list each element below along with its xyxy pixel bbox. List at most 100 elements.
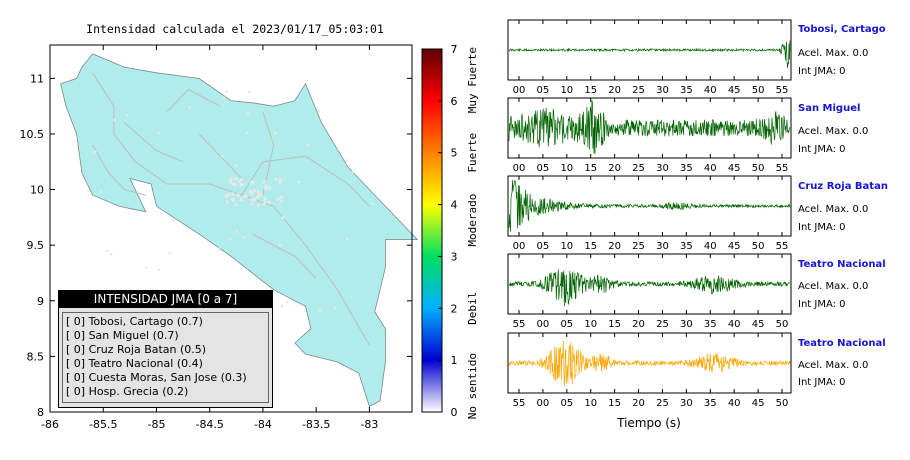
trace-x-tick-label: 05 [537,85,550,96]
y-tick-label: 10.5 [20,128,45,141]
station-marker [262,180,266,184]
trace-x-tick-label: 15 [608,319,621,330]
station-marker [333,306,337,310]
trace-x-tick-label: 25 [656,319,669,330]
trace-waveform [508,100,791,155]
station-marker [221,155,224,158]
station-marker [223,96,226,100]
x-tick-label: -83 [360,418,378,431]
station-marker [99,190,103,193]
colorbar-tick-label: 1 [451,354,458,367]
trace-x-tick-label: 55 [776,85,789,96]
trace-x-tick-label: 50 [752,241,765,252]
trace-x-tick-label: 05 [537,241,550,252]
trace-station-name: Teatro Nacional [798,259,886,270]
legend-item: [ 0] Cuesta Moras, San Jose (0.3) [66,371,247,384]
colorbar-tick-label: 2 [451,302,458,315]
station-marker [258,191,262,195]
trace-x-tick-label: 35 [704,398,717,409]
station-marker [226,193,230,197]
trace-x-tick-label: 30 [656,85,669,96]
station-marker [250,180,254,184]
trace-x-tick-label: 35 [680,85,693,96]
station-marker [144,266,148,269]
station-marker [278,243,282,247]
trace-x-tick-label: 55 [776,163,789,174]
trace-waveform [508,340,791,387]
trace-x-tick-label: 00 [513,241,526,252]
station-marker [239,178,243,182]
trace-int-label: Int JMA: 0 [798,377,846,388]
trace-x-tick-label: 50 [752,85,765,96]
station-marker [157,268,160,271]
station-marker [244,195,248,199]
station-marker [250,192,254,196]
station-marker [345,159,348,162]
colorbar-tick-label: 3 [451,250,458,263]
station-marker [263,200,267,204]
trace-station-name: Tobosi, Cartago [798,24,886,35]
trace-x-tick-label: 40 [704,241,717,252]
colorbar-category-label: Fuerte [466,133,479,173]
trace-x-tick-label: 25 [632,163,645,174]
station-marker [280,195,284,199]
trace-x-tick-label: 40 [704,85,717,96]
trace-x-tick-label: 55 [513,319,526,330]
station-marker [274,177,278,181]
trace-x-tick-label: 30 [680,319,693,330]
station-marker [168,252,171,255]
trace-x-tick-label: 35 [704,319,717,330]
road-line [241,155,370,207]
station-marker [246,112,249,115]
trace-x-tick-label: 50 [776,319,789,330]
trace-x-tick-label: 20 [608,163,621,174]
station-marker [229,177,233,181]
station-marker [273,131,277,135]
station-marker [228,179,232,183]
x-tick-label: -85 [147,418,165,431]
trace-x-tick-label: 10 [584,398,597,409]
trace-x-tick-label: 50 [776,398,789,409]
station-marker [351,170,355,174]
trace-int-label: Int JMA: 0 [798,66,846,77]
station-marker [317,110,321,113]
station-marker [250,202,254,206]
trace-x-tick-label: 50 [752,163,765,174]
trace-x-tick-label: 20 [608,85,621,96]
trace-x-tick-label: 15 [584,241,597,252]
trace-waveform [508,40,791,68]
station-marker [235,230,239,233]
legend-item: [ 0] San Miguel (0.7) [66,329,179,342]
station-marker [280,199,284,203]
country-outline [60,53,419,407]
trace-x-tick-label: 05 [560,398,573,409]
legend-item: [ 0] Tobosi, Cartago (0.7) [66,315,203,328]
station-marker [318,309,322,312]
station-marker [224,194,228,198]
trace-x-tick-label: 20 [632,319,645,330]
y-tick-label: 9.5 [27,239,45,252]
legend-item: [ 0] Cruz Roja Batan (0.5) [66,343,207,356]
trace-x-tick-label: 05 [560,319,573,330]
trace-x-tick-label: 40 [728,319,741,330]
station-marker [281,216,285,219]
trace-x-tick-label: 10 [560,163,573,174]
station-marker [113,118,116,122]
station-marker [252,189,256,193]
station-marker [243,236,246,239]
station-marker [233,183,237,187]
trace-x-tick-label: 30 [656,163,669,174]
map-frame [49,44,413,413]
trace-x-tick-label: 15 [584,163,597,174]
station-marker [228,238,232,241]
station-marker [280,304,284,308]
colorbar-category-label: Muy Fuerte [466,47,479,113]
station-marker [346,237,349,241]
trace-x-tick-label: 45 [752,398,765,409]
trace-accel-label: Acel. Max. 0.0 [798,126,869,137]
station-marker [234,164,237,167]
trace-waveform [508,269,791,307]
trace-int-label: Int JMA: 0 [798,144,846,155]
x-axis-label: Tiempo (s) [617,416,681,430]
